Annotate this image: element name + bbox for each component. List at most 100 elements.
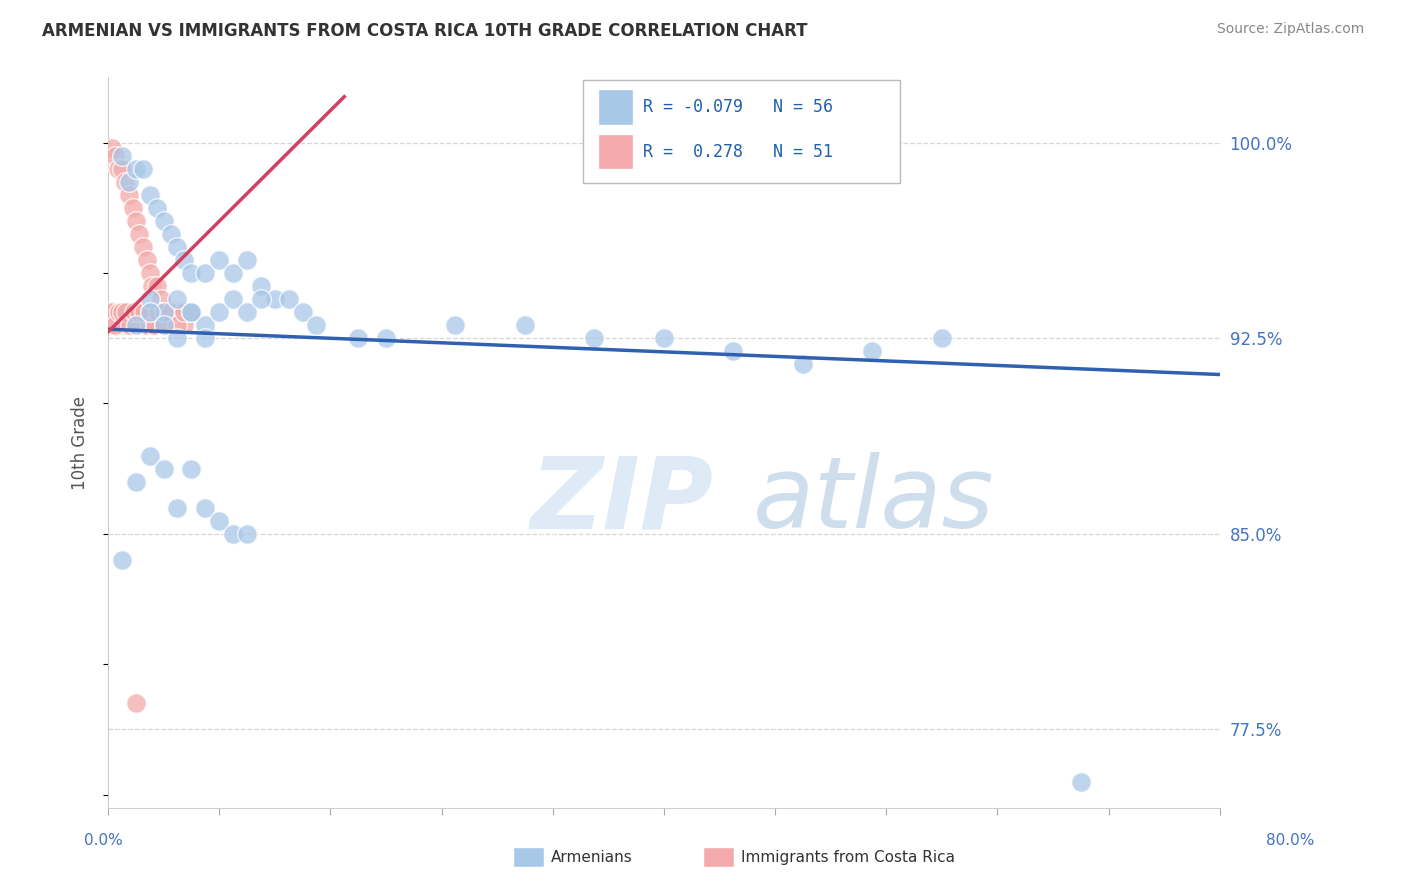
Point bbox=[173, 318, 195, 333]
Point bbox=[112, 318, 135, 333]
Point bbox=[347, 331, 370, 345]
Point bbox=[125, 475, 148, 489]
Point bbox=[152, 461, 174, 475]
Point bbox=[138, 266, 160, 280]
Point bbox=[180, 461, 202, 475]
Point bbox=[149, 292, 172, 306]
Point bbox=[152, 318, 174, 333]
Point bbox=[173, 305, 195, 319]
Point bbox=[108, 305, 131, 319]
Point bbox=[146, 305, 169, 319]
Point bbox=[139, 305, 162, 319]
Point bbox=[125, 161, 148, 176]
Point bbox=[100, 305, 122, 319]
Point bbox=[723, 344, 745, 359]
Text: Source: ZipAtlas.com: Source: ZipAtlas.com bbox=[1216, 22, 1364, 37]
Point bbox=[263, 292, 285, 306]
Text: atlas: atlas bbox=[752, 452, 994, 549]
Text: Armenians: Armenians bbox=[551, 850, 633, 864]
Point bbox=[121, 305, 143, 319]
Point bbox=[132, 161, 155, 176]
Point bbox=[375, 331, 398, 345]
Point bbox=[141, 279, 163, 293]
Point bbox=[180, 305, 202, 319]
Point bbox=[148, 305, 170, 319]
Text: R = -0.079   N = 56: R = -0.079 N = 56 bbox=[643, 98, 832, 116]
Point bbox=[155, 318, 177, 333]
Point bbox=[142, 318, 165, 333]
Point bbox=[194, 318, 217, 333]
Point bbox=[115, 305, 138, 319]
Point bbox=[145, 201, 167, 215]
Text: 0.0%: 0.0% bbox=[84, 833, 124, 847]
Point bbox=[135, 252, 157, 267]
Point bbox=[236, 526, 259, 541]
Point bbox=[138, 292, 160, 306]
Point bbox=[931, 331, 953, 345]
Point bbox=[222, 526, 245, 541]
Point bbox=[152, 214, 174, 228]
Text: 80.0%: 80.0% bbox=[1267, 833, 1315, 847]
Point bbox=[444, 318, 467, 333]
Point bbox=[124, 305, 146, 319]
Point bbox=[127, 305, 149, 319]
Text: Immigrants from Costa Rica: Immigrants from Costa Rica bbox=[741, 850, 955, 864]
Point bbox=[117, 318, 139, 333]
Point bbox=[163, 305, 186, 319]
Point bbox=[125, 214, 148, 228]
Point bbox=[114, 175, 136, 189]
Point bbox=[652, 331, 675, 345]
Point bbox=[128, 305, 150, 319]
Y-axis label: 10th Grade: 10th Grade bbox=[72, 395, 89, 490]
Point bbox=[118, 175, 141, 189]
Point bbox=[118, 187, 141, 202]
Point bbox=[138, 449, 160, 463]
Point bbox=[166, 240, 188, 254]
Point bbox=[236, 305, 259, 319]
Point bbox=[236, 252, 259, 267]
Point bbox=[131, 318, 153, 333]
Point bbox=[173, 252, 195, 267]
Point bbox=[104, 318, 127, 333]
Point bbox=[208, 252, 231, 267]
Point bbox=[208, 305, 231, 319]
Point bbox=[138, 305, 160, 319]
Point bbox=[180, 305, 202, 319]
Point bbox=[159, 305, 181, 319]
Point bbox=[111, 161, 134, 176]
Point bbox=[132, 240, 155, 254]
Point bbox=[134, 305, 156, 319]
Text: ARMENIAN VS IMMIGRANTS FROM COSTA RICA 10TH GRADE CORRELATION CHART: ARMENIAN VS IMMIGRANTS FROM COSTA RICA 1… bbox=[42, 22, 807, 40]
Point bbox=[134, 318, 156, 333]
Point bbox=[166, 292, 188, 306]
Point bbox=[104, 149, 127, 163]
Point bbox=[159, 305, 181, 319]
Point bbox=[152, 305, 174, 319]
Point bbox=[194, 331, 217, 345]
Point bbox=[103, 305, 125, 319]
Point bbox=[138, 187, 160, 202]
Point bbox=[105, 318, 128, 333]
Point bbox=[111, 149, 134, 163]
Point bbox=[145, 279, 167, 293]
Point bbox=[111, 553, 134, 567]
Point bbox=[792, 357, 814, 371]
Point bbox=[101, 141, 124, 155]
Point bbox=[108, 305, 131, 319]
Point bbox=[513, 318, 536, 333]
Point bbox=[166, 500, 188, 515]
Point bbox=[138, 305, 160, 319]
Point bbox=[860, 344, 883, 359]
Point bbox=[250, 292, 273, 306]
Point bbox=[128, 227, 150, 241]
Point bbox=[291, 305, 314, 319]
Point bbox=[143, 318, 166, 333]
Point bbox=[122, 201, 145, 215]
Point bbox=[120, 318, 142, 333]
Point bbox=[159, 227, 181, 241]
Text: ZIP: ZIP bbox=[530, 452, 713, 549]
Point bbox=[194, 500, 217, 515]
Text: R =  0.278   N = 51: R = 0.278 N = 51 bbox=[643, 143, 832, 161]
Point bbox=[194, 266, 217, 280]
Point bbox=[107, 161, 129, 176]
